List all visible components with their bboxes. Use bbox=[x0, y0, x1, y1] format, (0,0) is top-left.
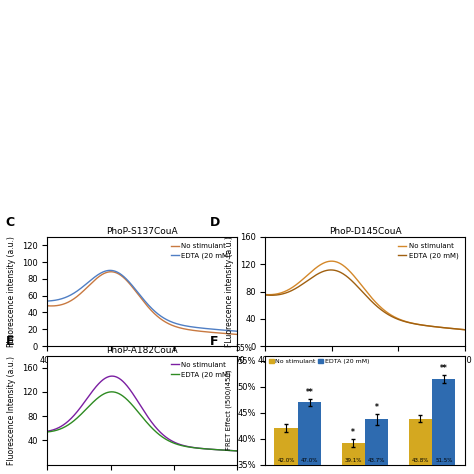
Text: F: F bbox=[210, 335, 218, 347]
Bar bbox=[298, 402, 321, 465]
Text: 47.0%: 47.0% bbox=[301, 458, 319, 464]
Bar bbox=[342, 443, 365, 465]
Text: E: E bbox=[6, 335, 14, 347]
Y-axis label: Fluorescence Intensity (a.u.): Fluorescence Intensity (a.u.) bbox=[7, 356, 16, 465]
Text: 51.5%: 51.5% bbox=[435, 458, 452, 464]
Text: **: ** bbox=[306, 388, 314, 397]
Legend: No stimulant, EDTA (20 mM): No stimulant, EDTA (20 mM) bbox=[269, 359, 369, 364]
Y-axis label: FLuorescence intensity (a.u.): FLuorescence intensity (a.u.) bbox=[225, 236, 234, 347]
Bar bbox=[409, 419, 432, 465]
Text: 43.8%: 43.8% bbox=[411, 458, 429, 464]
Bar bbox=[274, 428, 298, 465]
Title: PhoP-D145CouA: PhoP-D145CouA bbox=[328, 227, 401, 236]
Bar bbox=[432, 379, 456, 465]
Text: 39.1%: 39.1% bbox=[345, 458, 362, 464]
Text: 42.0%: 42.0% bbox=[278, 458, 295, 464]
Y-axis label: FLuorescence intensity (a.u.): FLuorescence intensity (a.u.) bbox=[8, 236, 17, 347]
Title: PhoP-A182CouA: PhoP-A182CouA bbox=[106, 346, 178, 355]
Text: 55%: 55% bbox=[236, 344, 253, 353]
Bar bbox=[365, 419, 388, 465]
Text: *: * bbox=[375, 403, 379, 412]
Legend: No stimulant, EDTA (20 mM): No stimulant, EDTA (20 mM) bbox=[395, 240, 461, 262]
Text: **: ** bbox=[440, 364, 447, 373]
Text: C: C bbox=[6, 216, 15, 229]
X-axis label: Wavelength (nm): Wavelength (nm) bbox=[328, 370, 401, 379]
Y-axis label: FRET Effect (I500/I450): FRET Effect (I500/I450) bbox=[225, 370, 231, 450]
Title: PhoP-S137CouA: PhoP-S137CouA bbox=[106, 227, 178, 236]
Legend: No stimulant, EDTA (20 mM): No stimulant, EDTA (20 mM) bbox=[168, 359, 234, 381]
X-axis label: Wavelength (nm): Wavelength (nm) bbox=[106, 370, 179, 379]
Legend: No stimulant, EDTA (20 mM): No stimulant, EDTA (20 mM) bbox=[168, 240, 234, 262]
Text: D: D bbox=[210, 216, 220, 229]
Text: 43.7%: 43.7% bbox=[368, 458, 385, 464]
Text: *: * bbox=[351, 428, 355, 437]
